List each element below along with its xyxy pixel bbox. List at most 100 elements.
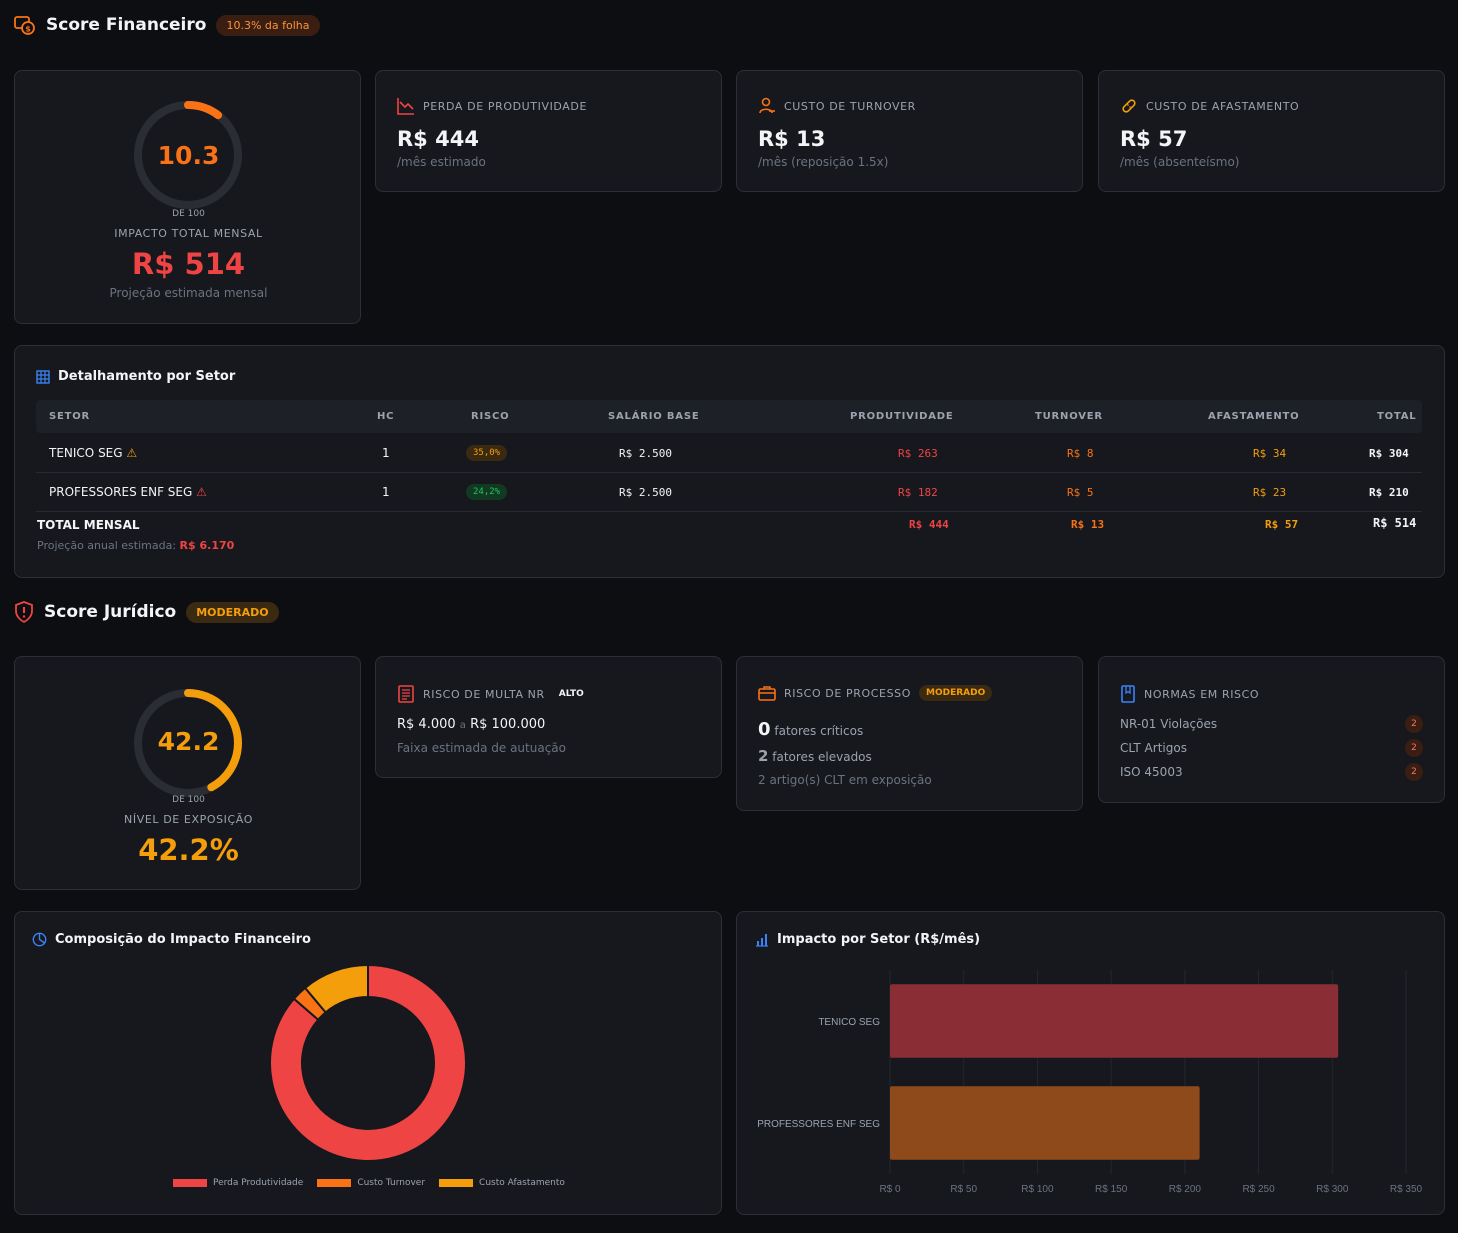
row-produtividade: R$ 263 — [898, 447, 938, 460]
row-risk-badge: 24,2% — [466, 484, 508, 500]
exposure-value: 42.2% — [138, 833, 239, 867]
donut-slice-custo-afastamento[interactable] — [303, 963, 369, 1014]
process-note: 2 artigo(s) CLT em exposição — [758, 773, 932, 787]
legend-item[interactable]: Perda Produtividade — [173, 1178, 303, 1188]
bandage-icon — [1122, 99, 1136, 113]
row-risk-badge: 35,0% — [466, 445, 508, 461]
financial-gauge-card: 10.3 DE 100 IMPACTO TOTAL MENSAL R$ 514 … — [14, 70, 361, 324]
financial-section-header: $ Score Financeiro 10.3% da folha — [14, 14, 320, 36]
kpi-note: /mês estimado — [397, 155, 486, 169]
row-divider — [36, 472, 1422, 473]
critical-factors: 0 fatores críticos — [758, 719, 864, 740]
sector-bar-chart: R$ 0 R$ 50 R$ 100 R$ 150 R$ 200 R$ 250 R$ 300 R… — [757, 970, 1423, 1195]
process-risk-badge: MODERADO — [919, 685, 993, 701]
sector-chart-title: Impacto por Setor (R$/mês) — [777, 932, 981, 947]
shield-alert-icon — [15, 601, 33, 623]
total-afastamento: R$ 57 — [1265, 518, 1299, 531]
col-header-afastamento: AFASTAMENTO — [1208, 411, 1300, 422]
impact-total-value: R$ 514 — [131, 247, 246, 281]
total-produtividade: R$ 444 — [909, 518, 949, 531]
kpi-value: R$ 13 — [758, 127, 826, 151]
process-risk-label: RISCO DE PROCESSO — [784, 686, 912, 700]
x-tick-label: R$ 150 — [1095, 1184, 1128, 1195]
row-produtividade: R$ 182 — [898, 486, 938, 499]
row-hc: 1 — [382, 485, 390, 499]
fine-risk-card: RISCO DE MULTA NR ALTO R$ 4.000 a R$ 100… — [375, 656, 722, 778]
warning-icon: ⚠ — [196, 485, 207, 499]
bar-tenico-seg[interactable] — [890, 984, 1339, 1058]
annual-projection: Projeção anual estimada: R$ 6.170 — [37, 539, 235, 552]
x-tick-label: R$ 100 — [1021, 1184, 1054, 1195]
impact-total-subtitle: Projeção estimada mensal — [109, 286, 268, 300]
legend-swatch — [317, 1179, 352, 1187]
financial-gauge-value: 10.3 — [157, 141, 220, 170]
kpi-card-turnover: CUSTO DE TURNOVER R$ 13 /mês (reposição … — [736, 70, 1083, 192]
impact-total-label: IMPACTO TOTAL MENSAL — [114, 227, 263, 240]
x-tick-label: R$ 200 — [1169, 1184, 1202, 1195]
norms-risk-card: NORMAS EM RISCO NR-01 Violações 2 CLT Art… — [1098, 656, 1445, 803]
total-geral: R$ 514 — [1373, 516, 1417, 530]
norm-count-badge: 2 — [1405, 739, 1423, 757]
fine-range: R$ 4.000 a R$ 100.000 — [397, 717, 546, 732]
col-header-total: TOTAL — [1377, 411, 1417, 422]
kpi-card-productivity: PERDA DE PRODUTIVIDADE R$ 444 /mês estim… — [375, 70, 722, 192]
legend-swatch — [439, 1179, 474, 1187]
norm-count-badge: 2 — [1405, 715, 1423, 733]
total-mensal-label: TOTAL MENSAL — [37, 518, 140, 532]
norm-item: NR-01 Violações 2 — [1120, 715, 1423, 733]
norm-item: ISO 45003 2 — [1120, 763, 1423, 781]
briefcase-icon — [758, 686, 776, 701]
warning-icon: ⚠ — [126, 446, 138, 460]
composition-legend: Perda Produtividade Custo Turnover Custo… — [173, 1178, 565, 1188]
row-setor: TENICO SEG ⚠ — [49, 446, 138, 460]
trending-down-icon — [397, 98, 414, 115]
payroll-percent-badge: 10.3% da folha — [216, 14, 320, 36]
kpi-note: /mês (reposição 1.5x) — [758, 155, 889, 169]
row-setor: PROFESSORES ENF SEG ⚠ — [49, 485, 207, 499]
kpi-value: R$ 444 — [397, 127, 479, 151]
total-turnover: R$ 13 — [1071, 518, 1105, 531]
gauge-scale-label: DE 100 — [172, 795, 205, 805]
kpi-label: CUSTO DE AFASTAMENTO — [1146, 99, 1300, 113]
pie-chart-icon — [32, 932, 47, 947]
table-header-row: SETOR HC RISCO SALÁRIO BASE PRODUTIVIDAD… — [36, 400, 1422, 433]
kpi-value: R$ 57 — [1120, 127, 1188, 151]
col-header-hc: HC — [377, 411, 395, 422]
legal-title: Score Jurídico — [44, 602, 177, 622]
gauge-scale-label: DE 100 — [172, 209, 205, 219]
row-total: R$ 304 — [1369, 447, 1409, 460]
row-afastamento: R$ 34 — [1253, 447, 1287, 460]
kpi-label: PERDA DE PRODUTIVIDADE — [423, 99, 588, 113]
money-icon: $ — [14, 16, 35, 35]
legend-swatch — [173, 1179, 207, 1187]
table-icon — [36, 369, 50, 384]
exposure-label: NÍVEL DE EXPOSIÇÃO — [124, 813, 253, 826]
x-tick-label: R$ 0 — [879, 1184, 901, 1195]
fine-risk-label: RISCO DE MULTA NR — [423, 687, 545, 701]
row-divider — [36, 511, 1422, 512]
x-tick-label: R$ 50 — [950, 1184, 977, 1195]
bar-professores-enf-seg[interactable] — [890, 1086, 1200, 1160]
bar-chart-icon — [756, 933, 768, 947]
y-category-label: TENICO SEG — [818, 1017, 880, 1028]
fine-note: Faixa estimada de autuação — [397, 741, 566, 755]
row-total: R$ 210 — [1369, 486, 1409, 499]
table-row[interactable]: PROFESSORES ENF SEG ⚠ 1 24,2% R$ 2.500 R… — [36, 473, 1422, 511]
kpi-note: /mês (absenteísmo) — [1120, 155, 1240, 169]
document-icon — [398, 685, 414, 703]
x-tick-label: R$ 300 — [1316, 1184, 1349, 1195]
donut-slice-perda-produtividade[interactable] — [269, 963, 467, 1162]
financial-title: Score Financeiro — [46, 15, 207, 35]
svg-text:$: $ — [25, 25, 31, 34]
legend-item[interactable]: Custo Afastamento — [439, 1178, 565, 1188]
composition-donut-chart — [269, 963, 467, 1162]
legal-level-badge: MODERADO — [186, 601, 279, 623]
table-row[interactable]: TENICO SEG ⚠ 1 35,0% R$ 2.500 R$ 263 R$ … — [36, 434, 1422, 472]
fine-risk-level: ALTO — [558, 689, 584, 699]
row-afastamento: R$ 23 — [1253, 486, 1287, 499]
kpi-label: CUSTO DE TURNOVER — [784, 99, 916, 113]
row-turnover: R$ 8 — [1067, 447, 1094, 460]
norm-count-badge: 2 — [1405, 763, 1423, 781]
x-tick-label: R$ 250 — [1242, 1184, 1275, 1195]
legend-item[interactable]: Custo Turnover — [317, 1178, 425, 1188]
